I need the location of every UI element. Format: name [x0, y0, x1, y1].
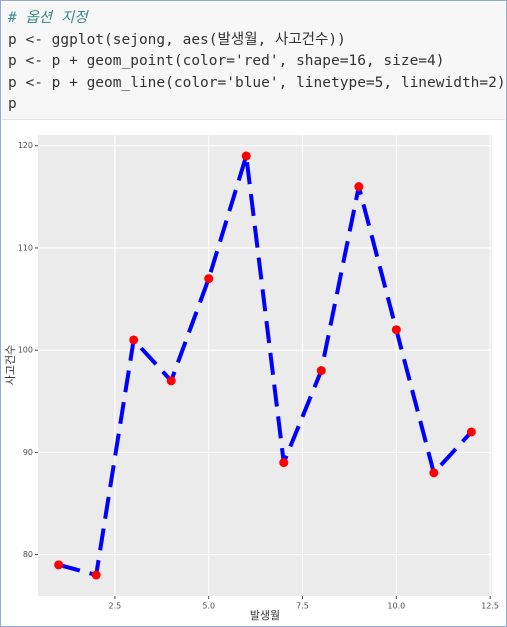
plot-panel [38, 135, 492, 596]
data-point [429, 468, 439, 478]
code-line: p <- p + geom_line(color='blue', linetyp… [8, 74, 506, 91]
data-point [316, 366, 326, 376]
x-tick-label: 7.5 [296, 602, 309, 611]
data-point [166, 376, 176, 386]
code-line: p <- p + geom_point(color='red', shape=1… [8, 53, 445, 69]
x-axis-title: 발생월 [250, 609, 280, 622]
code-line: p [8, 96, 17, 112]
data-point [279, 458, 289, 468]
y-tick-label: 120 [18, 141, 33, 150]
data-point [204, 274, 214, 284]
chart: 발생월 사고건수 80 90 100 110 120 2.5 5.0 7.5 10.0 12.5 [4, 135, 499, 622]
x-tick-label: 2.5 [109, 602, 122, 611]
data-point [391, 325, 401, 335]
y-tick-label: 100 [18, 346, 33, 355]
code-block: # 옵션 지정 p <- ggplot(sejong, aes(발생월, 사고건… [2, 2, 506, 120]
x-tick-label: 10.0 [387, 602, 405, 611]
code-line: p <- ggplot(sejong, aes(발생월, 사고건수)) [8, 31, 346, 48]
code-line: # 옵션 지정 [8, 10, 88, 26]
data-point [466, 427, 476, 437]
data-point [241, 151, 251, 161]
x-tick-label: 12.5 [481, 602, 499, 611]
y-axis-title: 사고건수 [4, 345, 17, 385]
data-line [58, 153, 473, 578]
data-point [129, 335, 139, 345]
y-tick-label: 110 [18, 243, 33, 252]
data-point [91, 570, 101, 580]
y-tick-label: 90 [23, 448, 33, 457]
data-point [54, 560, 64, 570]
data-point [354, 182, 364, 192]
y-tick-label: 80 [23, 550, 33, 559]
x-tick-label: 5.0 [202, 602, 215, 611]
